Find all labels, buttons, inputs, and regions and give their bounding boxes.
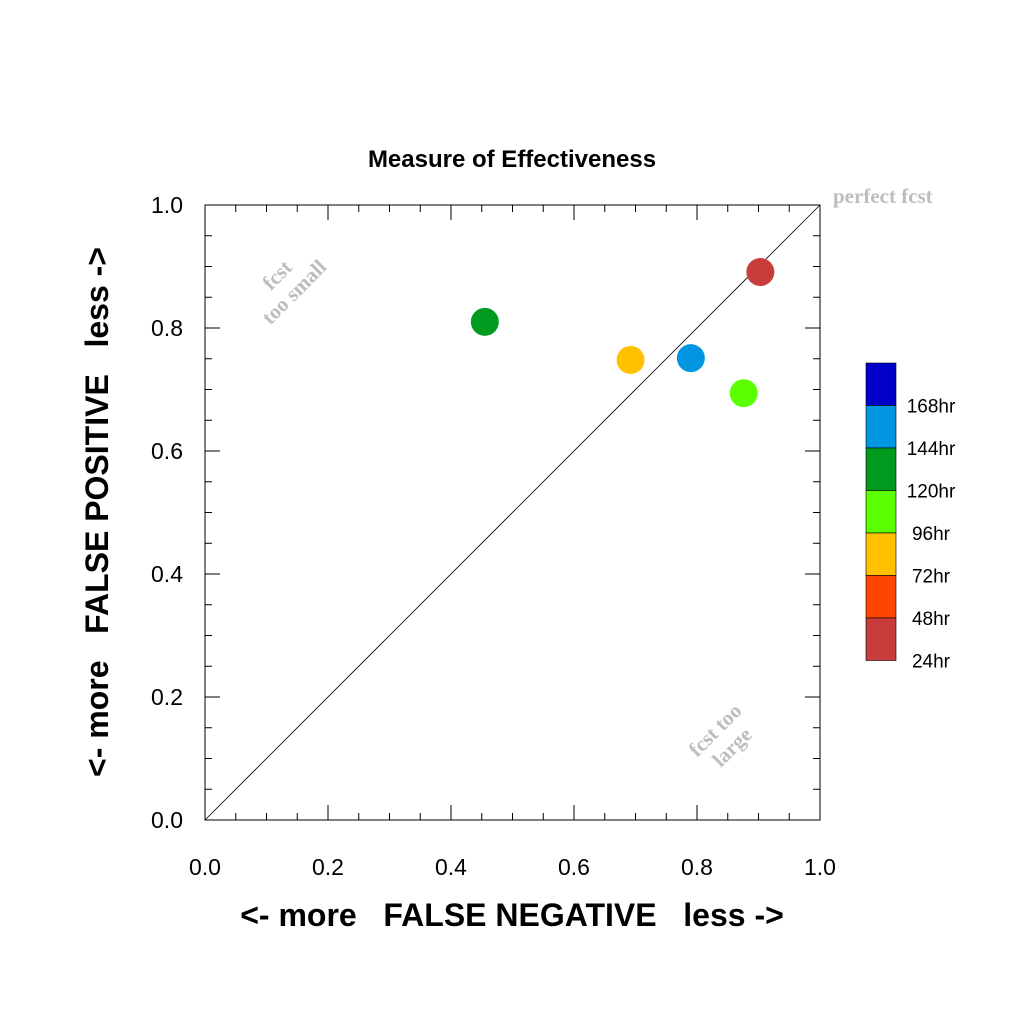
legend-swatch-144hr	[865, 405, 897, 449]
data-points	[470, 258, 775, 408]
data-point-24hr	[746, 258, 775, 287]
legend-label-48hr: 48hr	[912, 609, 951, 630]
x-tick-label: 1.0	[804, 854, 836, 880]
perfect-forecast-line	[204, 204, 821, 821]
legend-swatch-24hr	[865, 617, 897, 661]
x-tick-label: 0.4	[435, 854, 467, 880]
x-tick-label: 0.0	[189, 854, 221, 880]
x-tick-label: 0.8	[681, 854, 713, 880]
data-point-96hr	[729, 379, 758, 408]
legend-label-168hr: 168hr	[907, 397, 956, 418]
perfect-forecast-label: perfect fcst	[833, 184, 933, 208]
legend: 168hr 144hr 120hr 96hr 72hr 48hr 24hr	[865, 362, 956, 673]
legend-swatch-120hr	[865, 447, 897, 491]
data-point-120hr	[470, 307, 499, 336]
y-tick-label: 1.0	[151, 192, 183, 218]
legend-swatch-168hr	[865, 362, 897, 406]
data-point-72hr	[616, 345, 645, 374]
legend-label-120hr: 120hr	[907, 482, 956, 503]
y-tick-label: 0.8	[151, 315, 183, 341]
chart-title: Measure of Effectiveness	[368, 146, 656, 173]
y-tick-label: 0.6	[151, 438, 183, 464]
legend-label-24hr: 24hr	[912, 652, 951, 673]
legend-label-96hr: 96hr	[912, 524, 951, 545]
y-tick-label: 0.0	[151, 807, 183, 833]
legend-label-72hr: 72hr	[912, 567, 951, 588]
legend-swatch-72hr	[865, 532, 897, 576]
legend-swatch-48hr	[865, 575, 897, 619]
x-axis-title: <- more FALSE NEGATIVE less ->	[240, 897, 784, 933]
legend-swatch-96hr	[865, 490, 897, 534]
y-tick-label: 0.2	[151, 684, 183, 710]
x-tick-label: 0.6	[558, 854, 590, 880]
y-axis-title: <- more FALSE POSITIVE less ->	[79, 247, 115, 777]
axis-ticks	[204, 204, 821, 821]
data-point-144hr	[676, 344, 705, 373]
x-tick-label: 0.2	[312, 854, 344, 880]
legend-label-144hr: 144hr	[907, 439, 956, 460]
y-tick-label: 0.4	[151, 561, 183, 587]
too-large-annotation: fcst too large	[684, 699, 757, 772]
too-small-annotation: fcst too small	[257, 255, 331, 329]
tick-labels: 0.0 0.2 0.4 0.6 0.8 1.0 0.0 0.2 0.4 0.6 0.8 1.0	[151, 192, 836, 880]
